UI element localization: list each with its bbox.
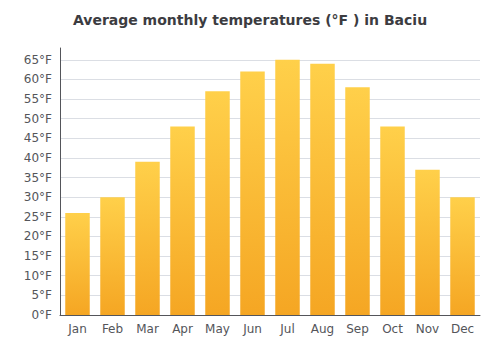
svg-text:20°F: 20°F	[24, 229, 52, 243]
svg-text:Jun: Jun	[242, 322, 262, 336]
svg-text:May: May	[205, 322, 230, 336]
svg-text:50°F: 50°F	[24, 112, 52, 126]
svg-text:15°F: 15°F	[24, 249, 52, 263]
svg-text:5°F: 5°F	[31, 288, 52, 302]
svg-text:65°F: 65°F	[24, 53, 52, 67]
svg-text:60°F: 60°F	[24, 72, 52, 86]
svg-text:Dec: Dec	[451, 322, 474, 336]
svg-text:0°F: 0°F	[31, 308, 52, 322]
svg-text:25°F: 25°F	[24, 210, 52, 224]
svg-text:Sep: Sep	[346, 322, 369, 336]
svg-text:45°F: 45°F	[24, 131, 52, 145]
svg-text:Nov: Nov	[416, 322, 439, 336]
svg-text:Jul: Jul	[279, 322, 294, 336]
svg-text:Feb: Feb	[102, 322, 123, 336]
svg-text:Mar: Mar	[136, 322, 159, 336]
svg-text:Average monthly temperatures (: Average monthly temperatures (°F ) in Ba…	[73, 12, 427, 28]
svg-text:Jan: Jan	[67, 322, 87, 336]
svg-text:Oct: Oct	[382, 322, 403, 336]
svg-text:35°F: 35°F	[24, 171, 52, 185]
svg-text:40°F: 40°F	[24, 151, 52, 165]
svg-text:10°F: 10°F	[24, 269, 52, 283]
svg-text:Aug: Aug	[311, 322, 334, 336]
svg-text:30°F: 30°F	[24, 190, 52, 204]
svg-text:55°F: 55°F	[24, 92, 52, 106]
svg-text:Apr: Apr	[172, 322, 193, 336]
